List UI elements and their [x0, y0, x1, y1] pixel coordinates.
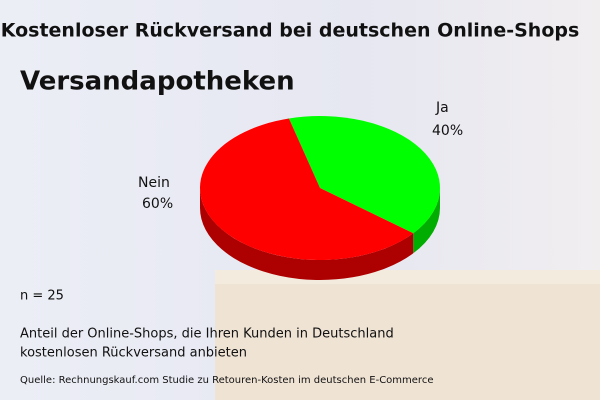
note: kostenlosen Rückversand anbieten — [20, 346, 247, 361]
slice-label: Ja — [435, 100, 449, 116]
sample-size: n = 25 — [20, 289, 64, 304]
value-label: 40% — [432, 123, 463, 139]
slice-label: Nein — [138, 175, 170, 191]
source: Quelle: Rechnungskauf.com Studie zu Reto… — [20, 375, 433, 386]
pie — [200, 115, 441, 280]
box — [215, 278, 600, 400]
slice-side — [413, 188, 440, 254]
slice — [288, 115, 441, 234]
chart-subtitle: Versandapotheken — [20, 67, 295, 97]
slice-side — [200, 188, 414, 280]
note: Anteil der Online-Shops, die Ihren Kunde… — [20, 327, 394, 342]
chart-title: Kostenloser Rückversand bei deutschen On… — [1, 20, 580, 42]
value-label: 60% — [142, 196, 173, 212]
slice — [200, 118, 414, 260]
